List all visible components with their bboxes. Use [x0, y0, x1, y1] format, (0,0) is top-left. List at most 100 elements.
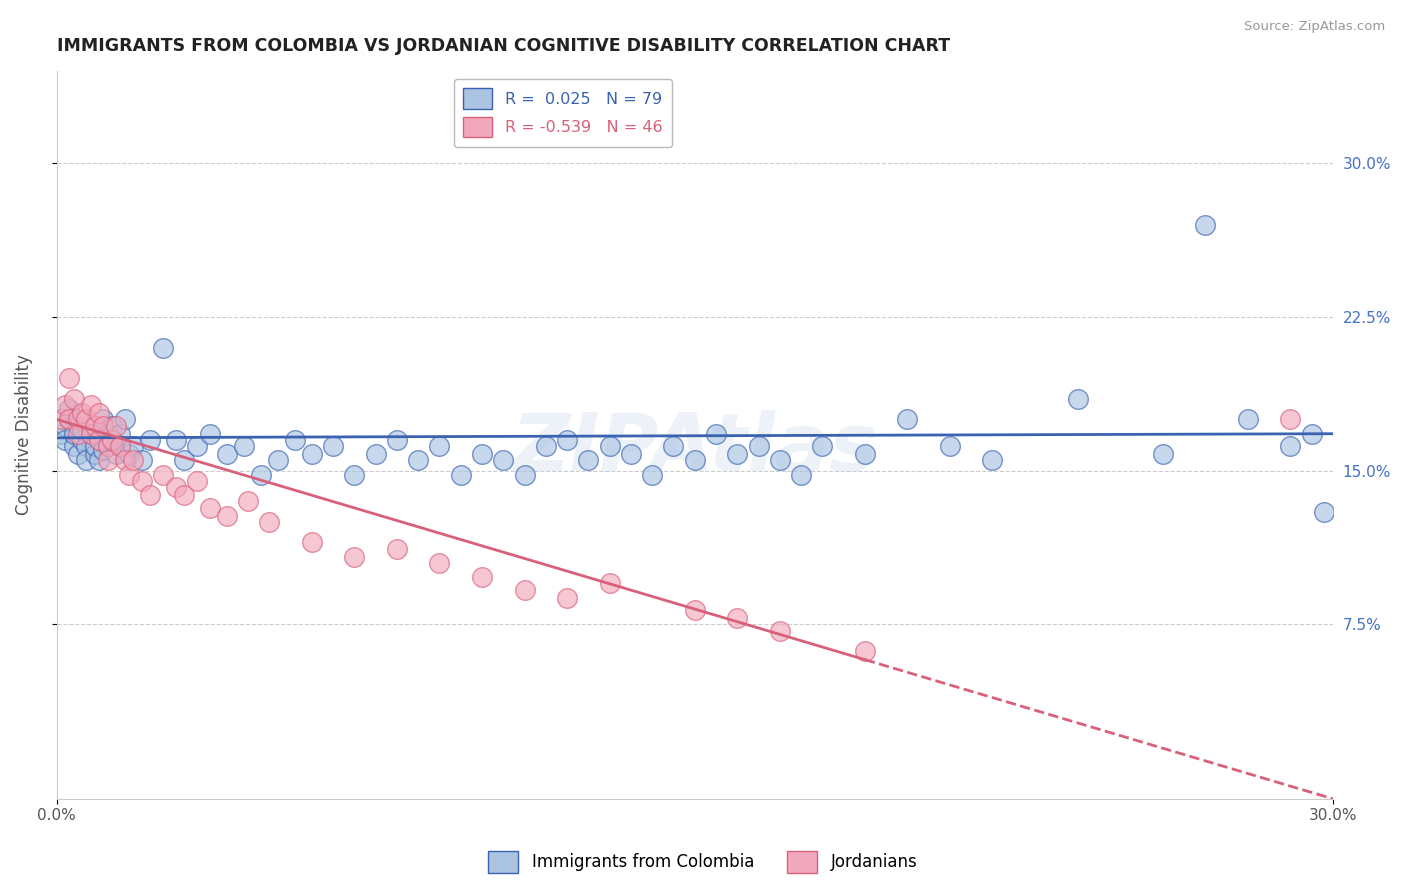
Point [811, 439, 834, 453]
Point [97, 453, 120, 467]
Point [599, 576, 621, 591]
Point [79, 398, 101, 412]
Text: IMMIGRANTS FROM COLOMBIA VS JORDANIAN COGNITIVE DISABILITY CORRELATION CHART: IMMIGRANTS FROM COLOMBIA VS JORDANIAN CO… [56, 37, 949, 55]
Point [62, 426, 84, 441]
Point [83, 418, 105, 433]
Point [66, 412, 89, 426]
Point [165, 433, 187, 447]
Point [110, 439, 132, 453]
Point [173, 453, 195, 467]
Point [725, 611, 748, 625]
Point [534, 439, 557, 453]
Point [186, 439, 208, 453]
Point [471, 447, 494, 461]
Text: ZIPAtlas: ZIPAtlas [512, 410, 877, 488]
Point [429, 439, 451, 453]
Point [66, 426, 89, 441]
Point [769, 624, 792, 638]
Point [555, 591, 578, 605]
Point [683, 603, 706, 617]
Point [49, 426, 72, 441]
Point [53, 398, 76, 412]
Point [1301, 426, 1323, 441]
Point [105, 418, 128, 433]
Point [93, 412, 115, 426]
Point [1313, 505, 1336, 519]
Point [53, 433, 76, 447]
Point [58, 402, 80, 417]
Legend: Immigrants from Colombia, Jordanians: Immigrants from Colombia, Jordanians [482, 845, 924, 880]
Point [385, 541, 408, 556]
Point [101, 433, 124, 447]
Point [75, 439, 97, 453]
Point [62, 439, 84, 453]
Point [122, 453, 145, 467]
Point [70, 433, 93, 447]
Point [58, 412, 80, 426]
Point [981, 453, 1004, 467]
Point [70, 406, 93, 420]
Point [66, 447, 89, 461]
Point [429, 556, 451, 570]
Point [93, 443, 115, 458]
Point [385, 433, 408, 447]
Point [110, 439, 132, 453]
Point [215, 508, 238, 523]
Point [139, 433, 162, 447]
Point [513, 467, 536, 482]
Point [267, 453, 290, 467]
Point [641, 467, 664, 482]
Point [599, 439, 621, 453]
Point [513, 582, 536, 597]
Point [79, 418, 101, 433]
Point [1194, 218, 1216, 232]
Point [75, 412, 97, 426]
Point [1279, 412, 1302, 426]
Point [79, 426, 101, 441]
Point [249, 467, 271, 482]
Point [364, 447, 387, 461]
Point [122, 439, 145, 453]
Point [118, 447, 141, 461]
Point [139, 488, 162, 502]
Point [152, 467, 174, 482]
Point [131, 453, 153, 467]
Point [75, 453, 97, 467]
Point [97, 439, 120, 453]
Point [89, 406, 111, 420]
Legend: R =  0.025   N = 79, R = -0.539   N = 46: R = 0.025 N = 79, R = -0.539 N = 46 [454, 78, 672, 147]
Point [215, 447, 238, 461]
Point [89, 453, 111, 467]
Point [114, 453, 136, 467]
Point [301, 535, 323, 549]
Point [89, 433, 111, 447]
Point [790, 467, 813, 482]
Point [58, 412, 80, 426]
Point [232, 439, 254, 453]
Point [114, 412, 136, 426]
Point [769, 453, 792, 467]
Point [704, 426, 727, 441]
Point [118, 467, 141, 482]
Point [101, 418, 124, 433]
Point [83, 447, 105, 461]
Point [683, 453, 706, 467]
Point [66, 418, 89, 433]
Point [747, 439, 769, 453]
Point [492, 453, 515, 467]
Text: Source: ZipAtlas.com: Source: ZipAtlas.com [1244, 20, 1385, 33]
Point [49, 412, 72, 426]
Point [89, 433, 111, 447]
Point [97, 426, 120, 441]
Point [284, 433, 307, 447]
Point [152, 341, 174, 355]
Point [131, 474, 153, 488]
Point [83, 439, 105, 453]
Point [576, 453, 599, 467]
Point [555, 433, 578, 447]
Point [173, 488, 195, 502]
Point [198, 500, 221, 515]
Point [62, 392, 84, 406]
Point [896, 412, 918, 426]
Point [471, 570, 494, 584]
